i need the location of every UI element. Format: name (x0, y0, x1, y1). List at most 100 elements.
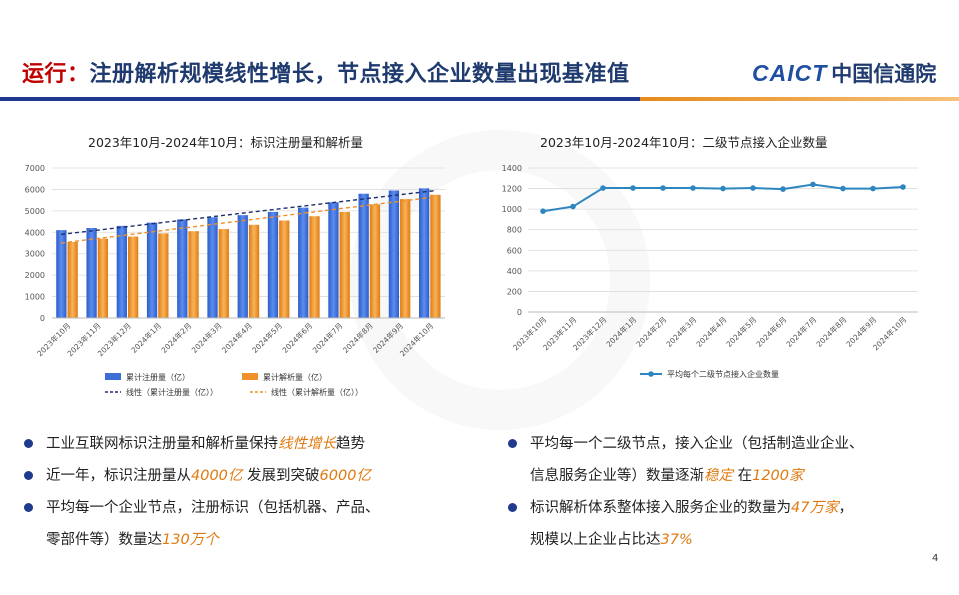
bullet-item: 近一年，标识注册量从4000亿 发展到突破6000亿 (24, 460, 380, 492)
bar-resolution (218, 229, 229, 318)
bullets-right: 平均每一个二级节点，接入企业（包括制造业企业、 信息服务企业等）数量逐渐稳定 在… (508, 428, 864, 556)
chart-title-registration: 2023年10月-2024年10月：标识注册量和解析量 (88, 135, 363, 150)
bullet-item: 平均每一个二级节点，接入企业（包括制造业企业、 (508, 428, 864, 460)
bar-resolution (97, 238, 109, 318)
bullet-dot-icon (508, 439, 517, 448)
bar-registration (56, 230, 67, 318)
bar-resolution (67, 241, 78, 318)
bar-resolution (127, 236, 139, 318)
header-divider-orange (640, 97, 959, 101)
x-tick-label: 2024年6月 (754, 314, 789, 349)
node-companies-chart: 02004006008001000120014002023年10月2023年11… (502, 164, 918, 379)
bar-resolution (430, 194, 441, 318)
page-number: 4 (932, 553, 939, 564)
registration-resolution-chart: 010002000300040005000600070002023年10月202… (25, 164, 445, 397)
bullet-item: 标识解析体系整体接入服务企业的数量为47万家， (508, 492, 864, 524)
legend-label-registration: 累计注册量（亿） (126, 372, 190, 382)
y-tick-label: 1000 (502, 205, 522, 214)
data-point (750, 185, 756, 191)
y-tick-label: 3000 (25, 250, 45, 259)
chart-title-node-companies: 2023年10月-2024年10月：二级节点接入企业数量 (540, 135, 828, 150)
bar-registration (177, 219, 188, 318)
y-tick-label: 1400 (502, 164, 522, 173)
x-tick-label: 2024年8月 (340, 320, 375, 355)
y-tick-label: 800 (507, 226, 522, 235)
y-tick-label: 6000 (25, 185, 45, 194)
data-point (720, 185, 726, 192)
legend-swatch-resolution (242, 373, 258, 380)
x-tick-label: 2024年6月 (280, 320, 315, 355)
x-tick-label: 2024年7月 (310, 320, 345, 355)
y-tick-label: 7000 (25, 164, 45, 173)
y-tick-label: 1000 (25, 293, 45, 302)
legend-label-node-companies: 平均每个二级节点接入企业数量 (667, 369, 779, 379)
y-tick-label: 2000 (25, 271, 45, 280)
page-title: 运行：注册解析规模线性增长，节点接入企业数量出现基准值 (22, 62, 630, 87)
bar-resolution (188, 231, 199, 318)
data-point (840, 185, 846, 192)
x-tick-label: 2024年1月 (129, 320, 164, 355)
header-divider-blue (0, 97, 760, 101)
bar-resolution (339, 211, 350, 318)
bullet-item: 平均每一个企业节点，注册标识（包括机器、产品、 (24, 492, 380, 524)
y-tick-label: 1200 (502, 185, 522, 194)
bar-registration (86, 228, 97, 318)
x-tick-label: 2024年4月 (219, 320, 254, 355)
bullet-continuation: 零部件等）数量达130万个 (46, 532, 219, 548)
bar-registration (388, 190, 400, 318)
y-tick-label: 200 (507, 287, 522, 296)
y-tick-label: 600 (507, 246, 522, 255)
bar-resolution (369, 204, 381, 318)
legend-label-trend-resolution: 线性（累计解析量（亿）） (271, 387, 363, 397)
data-point (660, 185, 666, 191)
data-point (780, 186, 786, 192)
bullet-dot-icon (24, 471, 33, 480)
bullet-continuation: 信息服务企业等）数量逐渐稳定 在1200家 (530, 468, 804, 484)
x-tick-label: 2024年3月 (189, 320, 224, 355)
bar-resolution (400, 199, 411, 318)
bar-registration (328, 202, 339, 318)
data-point (690, 185, 696, 191)
x-tick-label: 2024年8月 (814, 314, 849, 349)
data-point (870, 185, 876, 192)
bullet-item: 工业互联网标识注册量和解析量保持线性增长趋势 (24, 428, 380, 460)
bar-resolution (309, 216, 320, 318)
bar-registration (116, 225, 127, 318)
data-point (600, 185, 606, 191)
data-point (570, 203, 576, 210)
x-tick-label: 2024年5月 (250, 320, 285, 355)
y-tick-label: 4000 (25, 228, 45, 237)
bar-resolution (248, 224, 260, 318)
legend-swatch-registration (105, 373, 121, 380)
caict-logo: CAICT 中国信通院 (752, 60, 937, 86)
bar-registration (237, 215, 248, 318)
bullet-dot-icon (508, 503, 517, 512)
bar-registration (146, 222, 158, 318)
bullet-dot-icon (24, 503, 33, 512)
data-point (540, 208, 546, 214)
legend-label-resolution: 累计解析量（亿） (263, 372, 327, 382)
bar-registration (358, 193, 369, 318)
legend-label-trend-registration: 线性（累计注册量（亿）） (126, 387, 218, 397)
bar-registration (419, 188, 430, 318)
y-tick-label: 0 (40, 314, 45, 323)
bar-resolution (279, 220, 290, 318)
bar-resolution (158, 233, 169, 318)
x-tick-label: 2024年2月 (634, 314, 669, 349)
bullet-continuation: 规模以上企业占比达37% (530, 532, 693, 548)
data-point (810, 181, 816, 188)
data-point (630, 185, 636, 191)
x-tick-label: 2024年3月 (664, 314, 699, 349)
bar-registration (207, 217, 218, 318)
bullets-left: 工业互联网标识注册量和解析量保持线性增长趋势 近一年，标识注册量从4000亿 发… (24, 428, 380, 556)
x-tick-label: 2024年7月 (784, 314, 819, 349)
bar-registration (267, 211, 279, 318)
x-tick-label: 2024年5月 (724, 314, 759, 349)
x-tick-label: 2024年4月 (694, 314, 729, 349)
bullet-dot-icon (24, 439, 33, 448)
data-point (900, 184, 906, 190)
x-tick-label: 2024年1月 (604, 314, 639, 349)
y-tick-label: 400 (507, 267, 522, 276)
x-tick-label: 2024年2月 (159, 320, 194, 355)
bar-registration (298, 207, 309, 318)
